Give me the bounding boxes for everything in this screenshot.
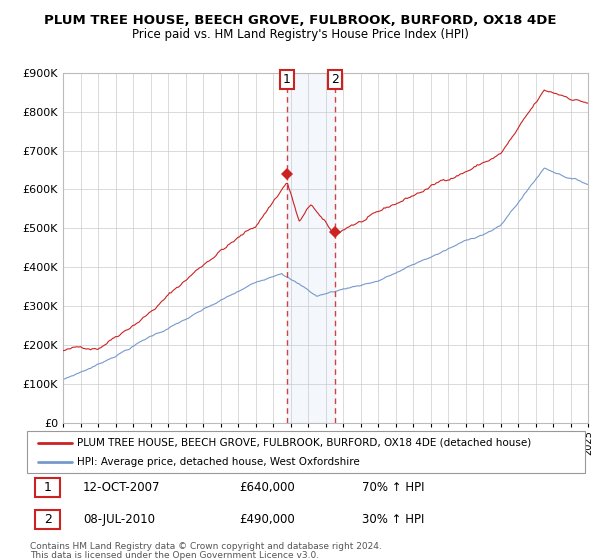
Bar [287,73,335,423]
Text: PLUM TREE HOUSE, BEECH GROVE, FULBROOK, BURFORD, OX18 4DE: PLUM TREE HOUSE, BEECH GROVE, FULBROOK, … [44,14,556,27]
FancyBboxPatch shape [35,510,61,529]
Text: PLUM TREE HOUSE, BEECH GROVE, FULBROOK, BURFORD, OX18 4DE (detached house): PLUM TREE HOUSE, BEECH GROVE, FULBROOK, … [77,437,532,447]
Text: 1: 1 [44,481,52,494]
Text: 2: 2 [44,513,52,526]
Text: £640,000: £640,000 [239,481,295,494]
Text: 1: 1 [283,73,291,86]
Text: £490,000: £490,000 [239,513,295,526]
Text: 2: 2 [331,73,338,86]
Text: 70% ↑ HPI: 70% ↑ HPI [362,481,424,494]
Text: 12-OCT-2007: 12-OCT-2007 [83,481,160,494]
Text: 30% ↑ HPI: 30% ↑ HPI [362,513,424,526]
FancyBboxPatch shape [35,478,61,497]
Text: Contains HM Land Registry data © Crown copyright and database right 2024.: Contains HM Land Registry data © Crown c… [30,542,382,550]
Text: HPI: Average price, detached house, West Oxfordshire: HPI: Average price, detached house, West… [77,457,360,467]
Text: This data is licensed under the Open Government Licence v3.0.: This data is licensed under the Open Gov… [30,551,319,560]
Text: 08-JUL-2010: 08-JUL-2010 [83,513,155,526]
Text: Price paid vs. HM Land Registry's House Price Index (HPI): Price paid vs. HM Land Registry's House … [131,28,469,41]
